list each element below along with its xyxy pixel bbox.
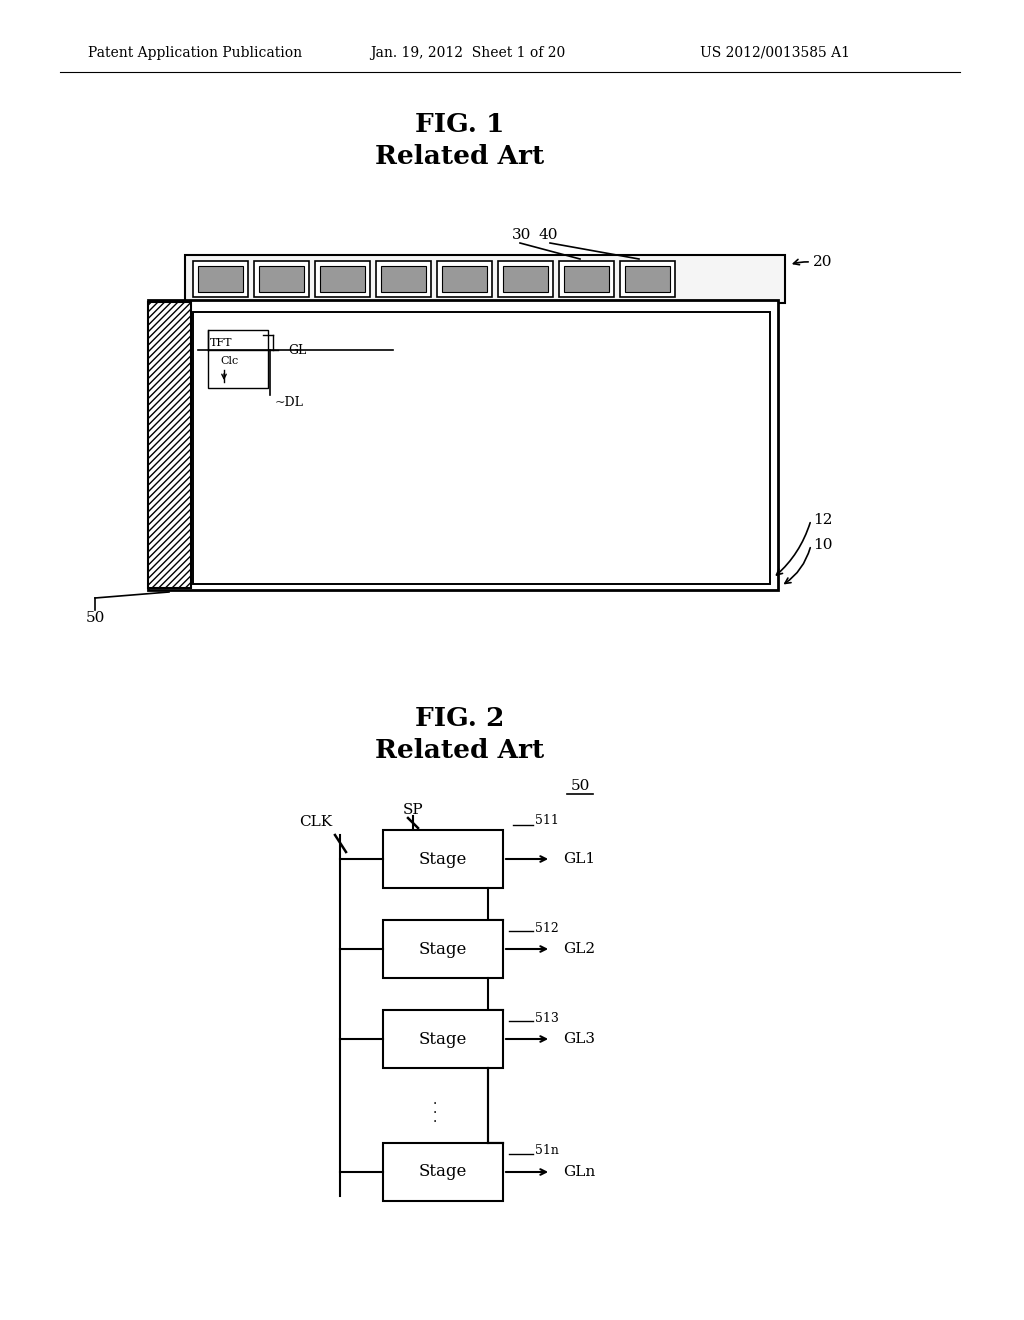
Text: 40: 40 bbox=[539, 228, 558, 242]
Bar bbox=[383, 830, 503, 888]
Text: Stage: Stage bbox=[419, 850, 467, 867]
Bar bbox=[383, 920, 503, 978]
Text: CLK: CLK bbox=[299, 814, 332, 829]
Text: Related Art: Related Art bbox=[376, 738, 545, 763]
Bar bbox=[564, 267, 609, 292]
Bar bbox=[383, 1010, 503, 1068]
Bar bbox=[259, 267, 304, 292]
Text: .: . bbox=[433, 1093, 437, 1107]
Text: ~DL: ~DL bbox=[275, 396, 304, 408]
Bar bbox=[148, 302, 191, 587]
Text: TFT: TFT bbox=[210, 338, 232, 348]
Text: Related Art: Related Art bbox=[376, 144, 545, 169]
Text: .: . bbox=[433, 1102, 437, 1115]
Bar bbox=[381, 267, 426, 292]
Text: 513: 513 bbox=[535, 1011, 559, 1024]
Bar bbox=[383, 1143, 503, 1201]
Bar bbox=[254, 261, 309, 297]
Text: GL: GL bbox=[288, 343, 306, 356]
Bar bbox=[437, 261, 492, 297]
Text: 511: 511 bbox=[535, 813, 559, 826]
Text: GL1: GL1 bbox=[563, 851, 595, 866]
Bar bbox=[208, 330, 268, 388]
Bar bbox=[315, 261, 370, 297]
Bar bbox=[498, 261, 553, 297]
Text: Jan. 19, 2012  Sheet 1 of 20: Jan. 19, 2012 Sheet 1 of 20 bbox=[371, 46, 565, 59]
Bar bbox=[148, 300, 778, 590]
Bar bbox=[442, 267, 487, 292]
Bar bbox=[376, 261, 431, 297]
Text: 30: 30 bbox=[512, 228, 531, 242]
Text: Stage: Stage bbox=[419, 940, 467, 957]
Bar bbox=[193, 312, 770, 583]
Bar bbox=[625, 267, 670, 292]
Bar bbox=[559, 261, 614, 297]
Text: 51n: 51n bbox=[535, 1144, 559, 1158]
Bar bbox=[620, 261, 675, 297]
Text: 12: 12 bbox=[813, 513, 833, 527]
Bar bbox=[503, 267, 548, 292]
Text: Clc: Clc bbox=[220, 356, 239, 366]
Text: FIG. 2: FIG. 2 bbox=[416, 705, 505, 730]
Text: Stage: Stage bbox=[419, 1031, 467, 1048]
Bar bbox=[185, 255, 785, 304]
Text: 20: 20 bbox=[813, 255, 833, 269]
Text: Patent Application Publication: Patent Application Publication bbox=[88, 46, 302, 59]
Text: 50: 50 bbox=[570, 779, 590, 793]
Text: Stage: Stage bbox=[419, 1163, 467, 1180]
Text: 50: 50 bbox=[85, 611, 104, 624]
Text: US 2012/0013585 A1: US 2012/0013585 A1 bbox=[700, 46, 850, 59]
Text: GL2: GL2 bbox=[563, 942, 595, 956]
Bar bbox=[193, 261, 248, 297]
Bar bbox=[319, 267, 365, 292]
Text: SP: SP bbox=[402, 803, 423, 817]
Text: GLn: GLn bbox=[563, 1166, 595, 1179]
Text: 10: 10 bbox=[813, 539, 833, 552]
Text: 512: 512 bbox=[535, 921, 559, 935]
Bar bbox=[198, 267, 243, 292]
Text: FIG. 1: FIG. 1 bbox=[416, 112, 505, 137]
Text: GL3: GL3 bbox=[563, 1032, 595, 1045]
Text: .: . bbox=[433, 1111, 437, 1125]
